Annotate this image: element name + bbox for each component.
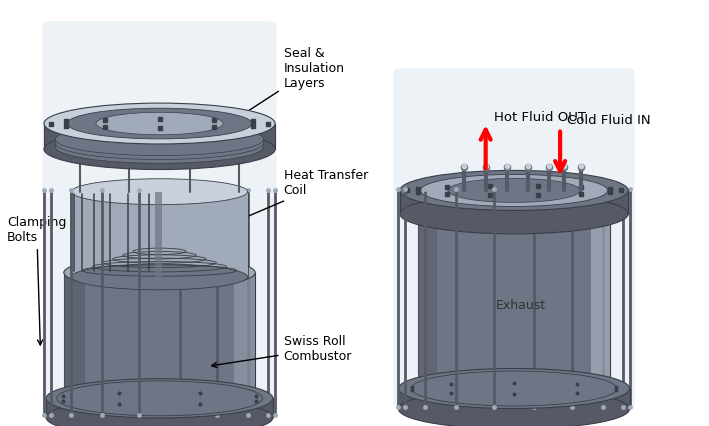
Ellipse shape <box>57 381 262 416</box>
Ellipse shape <box>398 389 630 426</box>
Ellipse shape <box>420 174 608 207</box>
Bar <box>64 273 255 400</box>
Ellipse shape <box>72 179 247 204</box>
Text: Clamping
Bolts: Clamping Bolts <box>7 216 67 345</box>
Ellipse shape <box>46 379 273 418</box>
Text: Swiss Roll
Combustor: Swiss Roll Combustor <box>212 335 352 367</box>
Text: Cold Fluid IN: Cold Fluid IN <box>567 113 651 127</box>
Text: Seal &
Insulation
Layers: Seal & Insulation Layers <box>209 47 345 136</box>
Text: Heat Transfer
Coil: Heat Transfer Coil <box>230 169 368 225</box>
Ellipse shape <box>72 264 247 290</box>
Ellipse shape <box>64 384 255 417</box>
Ellipse shape <box>96 112 223 135</box>
Ellipse shape <box>448 178 580 202</box>
Ellipse shape <box>418 374 610 407</box>
Ellipse shape <box>55 123 264 155</box>
Bar <box>46 398 273 417</box>
Text: Hot Fluid OUT: Hot Fluid OUT <box>494 111 586 124</box>
Ellipse shape <box>67 108 252 139</box>
Bar <box>398 389 630 409</box>
Ellipse shape <box>46 398 273 426</box>
Bar <box>155 192 162 277</box>
Bar <box>400 190 628 214</box>
FancyBboxPatch shape <box>43 21 277 413</box>
Ellipse shape <box>64 256 255 289</box>
Ellipse shape <box>418 196 610 228</box>
Ellipse shape <box>400 170 628 210</box>
Ellipse shape <box>44 103 275 144</box>
Bar <box>418 212 437 391</box>
Ellipse shape <box>55 131 264 163</box>
Bar <box>591 212 610 391</box>
Ellipse shape <box>44 129 275 170</box>
Ellipse shape <box>411 371 617 406</box>
Ellipse shape <box>55 127 264 159</box>
Ellipse shape <box>400 194 628 234</box>
Text: Exhaust: Exhaust <box>496 299 546 312</box>
Bar <box>64 273 85 400</box>
Bar <box>418 212 610 391</box>
Bar <box>234 273 255 400</box>
Ellipse shape <box>398 368 630 409</box>
Bar <box>44 124 275 149</box>
FancyBboxPatch shape <box>393 68 635 409</box>
Bar <box>72 192 247 277</box>
